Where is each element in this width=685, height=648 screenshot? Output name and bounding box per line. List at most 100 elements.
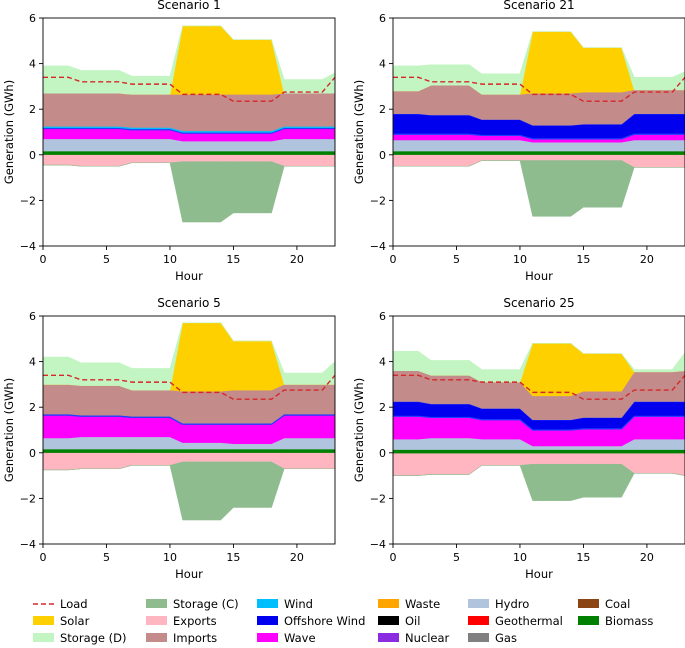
y-axis-label: Generation (GWh) (352, 378, 366, 482)
y-tick-label: −2 (370, 492, 386, 505)
legend-label: Exports (173, 614, 217, 628)
legend-label: Nuclear (405, 631, 450, 645)
y-tick-label: 0 (29, 149, 36, 162)
load-line (43, 76, 335, 102)
y-tick-label: −2 (20, 194, 36, 207)
plot-area (393, 31, 685, 217)
x-tick-label: 15 (226, 551, 240, 564)
legend-swatch (33, 616, 54, 625)
legend-label: Storage (C) (173, 597, 239, 611)
legend-label: Waste (405, 597, 440, 611)
plot-area (393, 343, 685, 501)
x-tick-label: 10 (163, 551, 177, 564)
legend-swatch (578, 616, 599, 625)
axes-frame (42, 17, 336, 247)
area-storage-d- (43, 25, 335, 95)
x-tick-label: 15 (576, 253, 590, 266)
legend-swatch (468, 599, 489, 608)
x-axis-label: Hour (175, 567, 203, 581)
y-tick-label: 6 (379, 12, 386, 25)
x-tick-label: 10 (163, 253, 177, 266)
area-storage-d- (43, 322, 335, 391)
legend-item: Coal (578, 597, 630, 611)
load-line (393, 76, 685, 102)
legend-swatch (468, 633, 489, 642)
load-line (43, 374, 335, 400)
legend-label: Hydro (495, 597, 529, 611)
legend-item: Waste (378, 597, 440, 611)
legend-item: Hydro (468, 597, 529, 611)
y-tick-label: 6 (29, 310, 36, 323)
legend-label: Oil (405, 614, 420, 628)
legend-label: Load (60, 597, 88, 611)
y-tick-label: −4 (20, 538, 36, 551)
y-tick-label: 2 (379, 103, 386, 116)
x-tick-label: 20 (640, 253, 654, 266)
y-axis-label: Generation (GWh) (352, 80, 366, 184)
y-tick-label: 4 (379, 58, 386, 71)
panel-title: Scenario 25 (503, 296, 574, 310)
legend-swatch (257, 616, 278, 625)
chart-panel: 0 5 10 15 20 −4 −2 0 2 4 6 Scenario 5 Hour Generation… (2, 296, 336, 581)
legend-swatch (257, 599, 278, 608)
legend-item: Geothermal (468, 614, 563, 628)
legend-swatch (378, 599, 399, 608)
axes-frame (392, 315, 685, 545)
area-storage-c- (43, 461, 335, 521)
legend-swatch (257, 633, 278, 642)
y-axis-label: Generation (GWh) (2, 80, 16, 184)
y-tick-label: 2 (29, 103, 36, 116)
y-tick-label: 4 (29, 356, 36, 369)
y-tick-label: 6 (29, 12, 36, 25)
x-tick-label: 5 (103, 253, 110, 266)
x-tick-label: 20 (640, 551, 654, 564)
y-tick-label: 2 (29, 401, 36, 414)
area-storage-c- (393, 160, 685, 217)
y-tick-label: −4 (20, 240, 36, 253)
chart-panel: 0 5 10 15 20 −4 −2 0 2 4 6 Scenario 25 Hour Generatio… (352, 296, 685, 581)
y-tick-label: 4 (29, 58, 36, 71)
y-tick-label: 0 (29, 447, 36, 460)
legend-item: Solar (33, 614, 90, 628)
y-tick-label: 2 (379, 401, 386, 414)
y-tick-label: −4 (370, 538, 386, 551)
legend-swatch (146, 616, 167, 625)
area-storage-c- (43, 161, 335, 223)
x-axis-label: Hour (175, 269, 203, 283)
x-tick-label: 15 (576, 551, 590, 564)
x-tick-label: 10 (513, 253, 527, 266)
y-tick-label: 0 (379, 447, 386, 460)
legend-swatch (146, 633, 167, 642)
legend-item: Wind (257, 597, 313, 611)
legend: Load Solar Storage (D) Storage (C) Exports Im… (33, 597, 653, 645)
legend-label: Wind (284, 597, 313, 611)
legend-item: Wave (257, 631, 316, 645)
y-tick-label: −2 (20, 492, 36, 505)
legend-item: Biomass (578, 614, 653, 628)
legend-swatch (378, 633, 399, 642)
area-storage-d- (393, 31, 685, 95)
legend-swatch (468, 616, 489, 625)
legend-item: Storage (D) (33, 631, 126, 645)
legend-label: Geothermal (495, 614, 563, 628)
x-tick-label: 10 (513, 551, 527, 564)
area-storage-c- (393, 463, 685, 501)
legend-item: Offshore Wind (257, 614, 365, 628)
legend-swatch (378, 616, 399, 625)
legend-label: Gas (495, 631, 517, 645)
plot-area (43, 322, 335, 521)
panel-title: Scenario 21 (503, 0, 574, 12)
x-tick-label: 15 (226, 253, 240, 266)
y-axis-label: Generation (GWh) (2, 378, 16, 482)
x-axis-label: Hour (525, 269, 553, 283)
legend-label: Storage (D) (60, 631, 126, 645)
area-storage-d- (393, 343, 685, 383)
legend-item: Load (33, 597, 88, 611)
x-tick-label: 0 (390, 253, 397, 266)
x-tick-label: 20 (290, 253, 304, 266)
y-tick-label: 0 (379, 149, 386, 162)
load-line (393, 374, 685, 400)
legend-item: Gas (468, 631, 517, 645)
legend-label: Imports (173, 631, 217, 645)
x-tick-label: 0 (40, 253, 47, 266)
